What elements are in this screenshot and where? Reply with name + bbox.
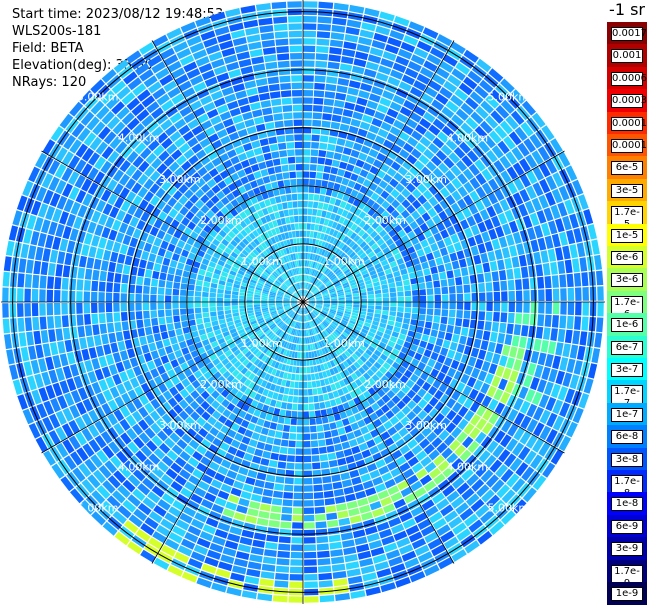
colorbar-swatch: 3e-5: [607, 178, 647, 202]
colorbar-swatch: 0.00017: [607, 111, 647, 135]
colorbar-tick-label: 6e-6: [611, 251, 643, 265]
range-label: 5.00km: [77, 501, 119, 514]
range-label: 5.00km: [488, 91, 530, 104]
colorbar-tick-label: 1e-9: [611, 587, 643, 601]
colorbar-tick-label: 1e-6: [611, 318, 643, 333]
colorbar-tick-label: 1e-5: [611, 228, 643, 243]
range-label: 2.00km: [200, 214, 242, 227]
colorbar-unit-label: -1 sr: [609, 0, 645, 19]
range-label: 3.00km: [405, 419, 447, 432]
range-label: 1.00km: [323, 337, 365, 350]
range-label: 1.00km: [241, 337, 283, 350]
azimuth-spoke: [302, 301, 455, 564]
azimuth-spoke: [151, 40, 304, 303]
colorbar-swatch: 6e-7: [607, 335, 647, 359]
colorbar-tick-label: 0.0006: [611, 71, 647, 86]
colorbar-tick-label: 1e-8: [611, 497, 643, 512]
colorbar-swatch: 3e-7: [607, 358, 647, 381]
colorbar-tick-label: 6e-7: [611, 340, 643, 355]
range-label: 4.00km: [447, 460, 489, 473]
colorbar-tick-label: 3e-7: [611, 363, 643, 377]
range-label: 3.00km: [159, 419, 201, 432]
colorbar-swatch: 3e-8: [607, 447, 647, 471]
range-label: 3.00km: [159, 173, 201, 186]
colorbar-swatch: 6e-5: [607, 156, 647, 180]
colorbar-swatch: 0.0017: [607, 22, 647, 45]
colorbar-swatch: 3e-9: [607, 537, 647, 561]
azimuth-spoke: [41, 301, 304, 454]
polar-grid: [1, 0, 605, 604]
colorbar-tick-label: 0.0017: [611, 27, 647, 41]
range-label: 4.00km: [118, 460, 160, 473]
colorbar-tick-label: 6e-8: [611, 430, 643, 445]
colorbar-swatch: 6e-8: [607, 425, 647, 449]
colorbar-swatch: 0.0003: [607, 89, 647, 113]
range-labels: 1.00km 1.00km 1.00km 1.00km 2.00km 2.00km 2.00…: [77, 91, 529, 515]
colorbar-swatch: 1.7e-8: [607, 470, 647, 501]
field-label: Field: BETA: [12, 41, 84, 56]
colorbar-tick-label: 1e-7: [611, 407, 643, 422]
azimuth-spoke: [302, 301, 565, 454]
colorbar-swatch: 0.0001: [607, 134, 647, 157]
colorbar-swatch: 1e-9: [607, 582, 647, 605]
start-time-label: Start time: 2023/08/12 19:48:53: [12, 7, 224, 22]
colorbar-swatch: 0.0006: [607, 66, 647, 90]
colorbar-swatch: 6e-9: [607, 514, 647, 538]
azimuth-spoke: [41, 150, 304, 303]
colorbar-tick-label: 0.001: [611, 49, 643, 64]
range-label: 5.00km: [77, 91, 119, 104]
range-label: 4.00km: [118, 132, 160, 145]
colorbar-swatch: 1e-8: [607, 492, 647, 516]
range-label: 2.00km: [364, 214, 406, 227]
range-label: 2.00km: [200, 378, 242, 391]
colorbar-swatch: 1e-5: [607, 223, 647, 247]
colorbar-tick-label: 6e-5: [611, 161, 643, 176]
colorbar-tick-label: 0.0003: [611, 94, 647, 109]
colorbar-swatch: 1.7e-7: [607, 380, 647, 412]
range-label: 1.00km: [241, 255, 283, 268]
azimuth-spoke: [151, 301, 304, 564]
colorbar-tick-label: 3e-8: [611, 452, 643, 467]
ppi-plot: 1.00km 1.00km 1.00km 1.00km 2.00km 2.00km 2.00…: [0, 0, 606, 605]
range-label: 1.00km: [323, 255, 365, 268]
range-label: 3.00km: [405, 173, 447, 186]
azimuth-spoke: [302, 150, 565, 303]
range-label: 5.00km: [488, 501, 530, 514]
range-label: 2.00km: [364, 378, 406, 391]
colorbar-tick-label: 0.0001: [611, 139, 647, 153]
azimuth-spoke: [302, 40, 455, 303]
backscatter-sectors: [0, 0, 606, 605]
colorbar-tick-label: 3e-9: [611, 542, 643, 557]
colorbar-swatch: 1e-6: [607, 313, 647, 337]
colorbar-swatch: 3e-6: [607, 268, 647, 292]
instrument-label: WLS200s-181: [12, 24, 102, 39]
colorbar-tick-label: 3e-5: [611, 183, 643, 198]
colorbar-swatch: 1e-7: [607, 402, 647, 426]
range-label: 4.00km: [447, 132, 489, 145]
colorbar-tick-label: 3e-6: [611, 273, 643, 288]
colorbar-swatch: 1.7e-6: [607, 290, 647, 322]
colorbar-swatch: 0.001: [607, 44, 647, 68]
nrays-label: NRays: 120: [12, 75, 87, 90]
colorbar-swatch: 1.7e-5: [607, 201, 647, 233]
colorbar-tick-label: 0.00017: [611, 116, 647, 131]
colorbar-tick-label: 6e-9: [611, 519, 643, 534]
colorbar-swatch: 6e-6: [607, 246, 647, 269]
colorbar-swatch: 1.7e-9: [607, 559, 647, 591]
